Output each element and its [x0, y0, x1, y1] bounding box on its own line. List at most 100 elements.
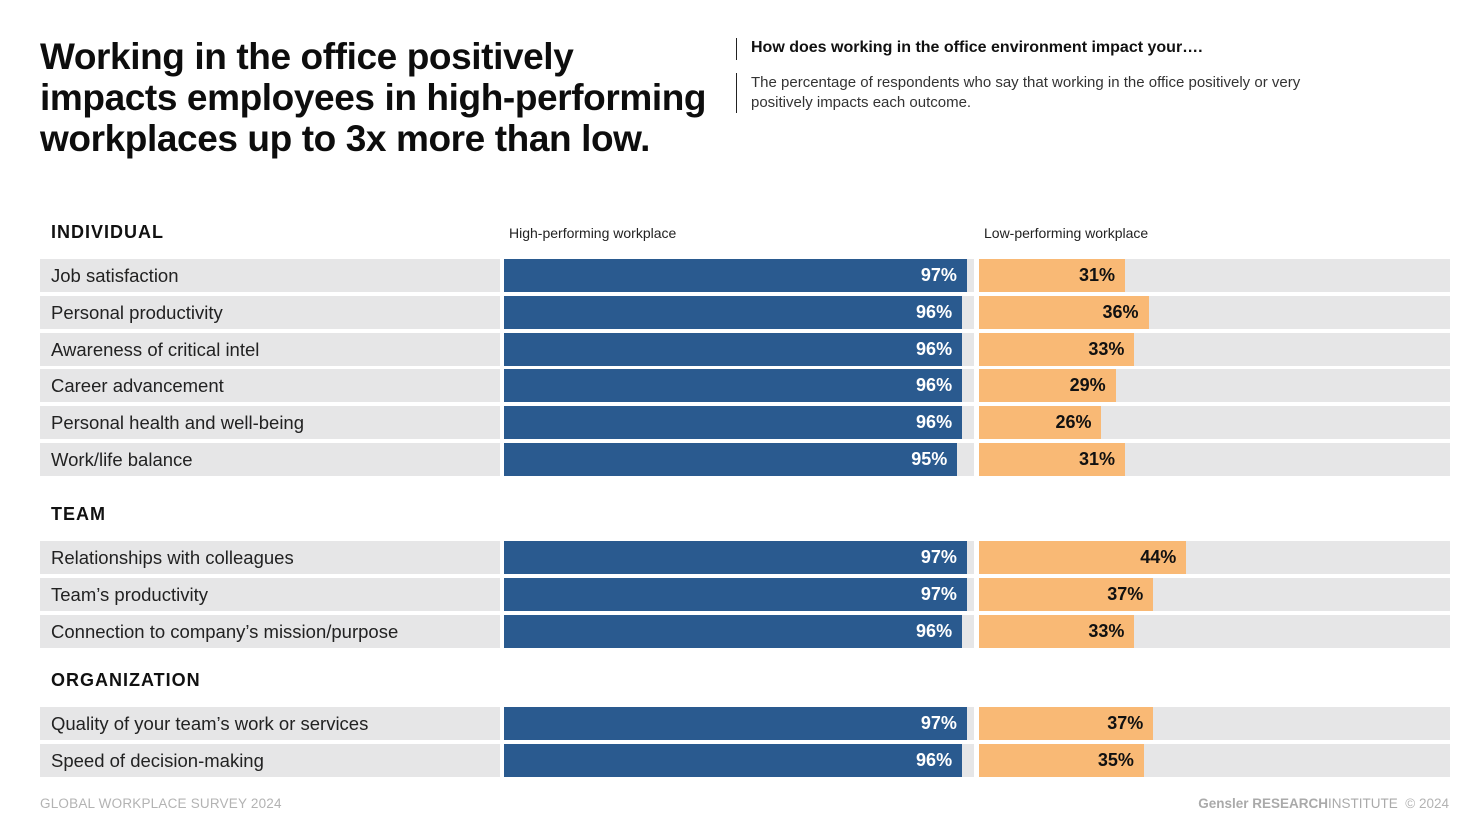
chart-description: The percentage of respondents who say th…: [751, 74, 1301, 111]
row-label-cell: Work/life balance: [40, 443, 500, 476]
page-title: Working in the office positively impacts…: [40, 36, 707, 159]
bar-high-96: [504, 295, 963, 329]
description-box: The percentage of respondents who say th…: [736, 73, 1351, 113]
survey-footer: GLOBAL WORKPLACE SURVEY 2024: [40, 796, 282, 811]
table-row: Career advancement 96% 29%: [40, 369, 1450, 403]
bar-low-33: [979, 614, 1135, 648]
low-bar-track: 31%: [979, 443, 1450, 476]
bar-high-95: [504, 443, 958, 476]
low-bar-track: 33%: [979, 614, 1450, 648]
row-label-cell: Relationships with colleagues: [40, 541, 500, 574]
high-bar-track: 96%: [504, 614, 974, 648]
bar-high-96: [504, 743, 963, 777]
copyright: © 2024: [1405, 796, 1449, 811]
low-bar-track: 26%: [979, 406, 1450, 440]
bar-low-36: [979, 295, 1149, 329]
bar-low-31: [979, 443, 1125, 476]
bar-low-35: [979, 743, 1144, 777]
row-label-cell: Quality of your team’s work or services: [40, 707, 500, 740]
data-label-low: 33%: [1088, 338, 1125, 359]
table-row: Job satisfaction 97% 31%: [40, 259, 1450, 292]
table-row: Awareness of critical intel 96% 33%: [40, 332, 1450, 366]
data-label-low: 31%: [1078, 265, 1116, 285]
low-bar-track: 44%: [979, 541, 1450, 574]
data-label-high: 96%: [916, 620, 953, 641]
row-label-cell: Career advancement: [40, 369, 500, 403]
high-bar-track: 96%: [504, 295, 974, 329]
data-label-high: 96%: [916, 375, 953, 396]
row-label-cell: Awareness of critical intel: [40, 332, 500, 366]
chart-question: How does working in the office environme…: [751, 39, 1203, 56]
high-bar-track: 96%: [504, 406, 974, 440]
low-bar-track: 33%: [979, 332, 1450, 366]
bar-low-26: [979, 406, 1102, 440]
section-title-team: TEAM: [51, 504, 106, 524]
table-row: Work/life balance 95% 31%: [40, 443, 1450, 476]
data-label-low: 35%: [1097, 749, 1134, 770]
table-row: Quality of your team’s work or services 9…: [40, 707, 1450, 740]
data-label-low: 37%: [1107, 583, 1144, 604]
table-row: Personal health and well-being 96% 26%: [40, 406, 1450, 440]
high-bar-track: 97%: [504, 707, 974, 740]
row-label: Job satisfaction: [51, 265, 179, 286]
low-bar-track: 37%: [979, 577, 1450, 611]
bar-high-96: [504, 614, 963, 648]
row-label: Personal productivity: [51, 301, 223, 323]
bar-low-33: [979, 332, 1135, 366]
table-row: Connection to company’s mission/purpose 9…: [40, 614, 1450, 648]
table-row: Relationships with colleagues 97% 44%: [40, 541, 1450, 574]
row-label: Awareness of critical intel: [51, 338, 260, 360]
high-bar-track: 97%: [504, 259, 974, 292]
data-label-low: 33%: [1088, 620, 1125, 641]
bar-low-31: [979, 259, 1125, 292]
brand-name: Gensler: [1198, 796, 1249, 811]
row-label: Team’s productivity: [51, 583, 208, 605]
brand-institute: INSTITUTE: [1328, 796, 1398, 811]
high-bar-track: 97%: [504, 541, 974, 574]
low-bar-track: 29%: [979, 369, 1450, 403]
table-row: Personal productivity 96% 36%: [40, 295, 1450, 329]
high-bar-track: 97%: [504, 577, 974, 611]
data-label-high: 96%: [916, 338, 953, 359]
bar-high-97: [504, 259, 967, 292]
data-label-high: 97%: [920, 265, 957, 285]
legend-high-performing: High-performing workplace: [509, 225, 677, 241]
row-label-cell: Personal health and well-being: [40, 406, 500, 440]
row-label: Connection to company’s mission/purpose: [51, 620, 399, 642]
row-label-cell: Personal productivity: [40, 295, 500, 329]
data-label-low: 37%: [1107, 713, 1144, 733]
data-label-low: 26%: [1055, 412, 1092, 433]
data-label-high: 97%: [920, 713, 957, 733]
bar-high-97: [504, 707, 967, 740]
data-label-high: 96%: [916, 301, 953, 322]
row-label: Career advancement: [51, 375, 224, 397]
low-bar-track: 36%: [979, 295, 1450, 329]
high-bar-track: 96%: [504, 369, 974, 403]
high-bar-track: 96%: [504, 332, 974, 366]
bar-high-96: [504, 406, 963, 440]
low-bar-track: 35%: [979, 743, 1450, 777]
bar-low-37: [979, 707, 1154, 740]
question-box: How does working in the office environme…: [736, 38, 1203, 60]
bar-high-97: [504, 577, 967, 611]
row-label: Relationships with colleagues: [51, 547, 294, 568]
legend-low-performing: Low-performing workplace: [984, 225, 1149, 241]
high-bar-track: 96%: [504, 743, 974, 777]
data-label-high: 95%: [911, 449, 948, 469]
row-label-cell: Speed of decision-making: [40, 743, 500, 777]
data-label-high: 96%: [916, 749, 953, 770]
low-bar-track: 37%: [979, 707, 1450, 740]
data-label-high: 96%: [916, 412, 953, 433]
bar-high-96: [504, 369, 963, 403]
brand-footer: Gensler RESEARCHINSTITUTE © 2024: [1198, 796, 1449, 811]
row-label: Quality of your team’s work or services: [51, 713, 369, 734]
bar-low-29: [979, 369, 1116, 403]
data-label-low: 44%: [1140, 547, 1177, 567]
data-label-low: 31%: [1078, 449, 1116, 469]
data-label-high: 97%: [920, 583, 957, 604]
row-label-cell: Team’s productivity: [40, 577, 500, 611]
high-bar-track: 95%: [504, 443, 974, 476]
row-label-cell: Connection to company’s mission/purpose: [40, 614, 500, 648]
section-title-individual: INDIVIDUAL: [51, 222, 164, 242]
